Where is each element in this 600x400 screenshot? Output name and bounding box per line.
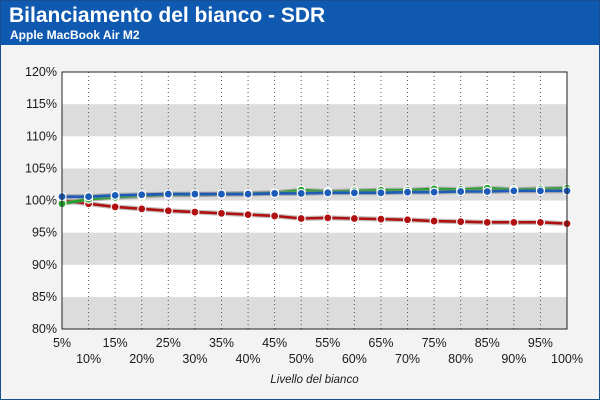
plot-band (62, 296, 567, 329)
data-point (402, 215, 413, 225)
data-point (163, 206, 173, 216)
x-tick-label: 55% (315, 336, 340, 350)
x-tick-label: 60% (342, 352, 367, 366)
y-tick-label: 110% (26, 129, 57, 143)
data-point (456, 217, 466, 227)
x-tick-label: 30% (182, 352, 207, 366)
data-point (190, 207, 200, 217)
plot-band (62, 232, 567, 265)
data-point (216, 189, 227, 199)
y-tick-label: 105% (25, 161, 57, 175)
data-point (137, 190, 147, 200)
y-tick-label: 100% (25, 194, 57, 208)
y-tick-label: 90% (32, 258, 57, 272)
data-point (402, 187, 413, 197)
x-tick-label: 15% (103, 336, 128, 350)
chart-title: Bilanciamento del bianco - SDR (9, 4, 326, 27)
x-tick-label: 70% (395, 352, 420, 366)
data-point (349, 213, 359, 224)
plot-area-border (61, 71, 568, 330)
chart-subtitle: Apple MacBook Air M2 (10, 28, 140, 42)
data-point (296, 188, 306, 199)
data-point (243, 189, 253, 199)
x-tick-label: 5% (53, 336, 71, 350)
x-tick-label: 45% (262, 336, 287, 350)
data-point (376, 188, 386, 198)
x-tick-label: 50% (289, 352, 314, 366)
y-tick-labels: 80% 85% 90% 95% 100% 105% 110% 115% 120% (25, 65, 57, 336)
y-tick-label: 120% (25, 65, 57, 79)
x-tick-label: 80% (448, 352, 473, 366)
data-point (270, 211, 280, 221)
y-tick-label: 115% (26, 97, 57, 111)
data-point (216, 208, 227, 218)
data-point (509, 217, 519, 227)
x-tick-label: 100% (551, 352, 583, 366)
plot-band (62, 136, 567, 169)
y-tick-label: 80% (32, 322, 57, 336)
y-tick-label: 85% (32, 290, 57, 304)
data-point (190, 189, 200, 199)
plot-bands (62, 72, 567, 329)
data-point (482, 217, 492, 227)
x-tick-label: 10% (76, 352, 101, 366)
x-tick-label: 95% (528, 336, 553, 350)
data-point (110, 202, 120, 212)
data-point (349, 188, 359, 198)
x-tick-labels: 5% 10%15%20%25%30%35%40%45%50%55%60%65%70… (53, 336, 583, 366)
data-point (509, 186, 519, 196)
chart-header: Bilanciamento del bianco - SDR Apple Mac… (1, 1, 599, 45)
data-point (482, 186, 492, 197)
plot-band (62, 264, 567, 297)
x-tick-label: 25% (156, 336, 181, 350)
data-point (376, 214, 386, 224)
data-point (270, 188, 280, 199)
x-tick-label: 75% (422, 336, 447, 350)
data-point (535, 217, 546, 227)
data-point (456, 186, 466, 197)
x-axis-label: Livello del bianco (270, 374, 359, 386)
plot-band (62, 104, 567, 137)
data-point (296, 213, 306, 224)
data-point (323, 188, 333, 198)
x-tick-label: 65% (368, 336, 393, 350)
data-point (429, 187, 439, 197)
x-tick-label: 85% (475, 336, 500, 350)
data-point (323, 213, 333, 223)
data-point (110, 190, 120, 200)
x-tick-label: 20% (129, 352, 154, 366)
x-tick-label: 90% (501, 352, 526, 366)
y-tick-label: 95% (32, 226, 57, 240)
data-point (243, 210, 253, 220)
x-tick-label: 35% (209, 336, 234, 350)
x-tick-label: 40% (236, 352, 261, 366)
data-point (83, 192, 94, 202)
data-point (535, 186, 546, 196)
plot-band (62, 72, 567, 105)
series-points (57, 183, 572, 229)
data-point (163, 189, 173, 199)
data-point (429, 216, 439, 226)
data-point (137, 204, 147, 214)
